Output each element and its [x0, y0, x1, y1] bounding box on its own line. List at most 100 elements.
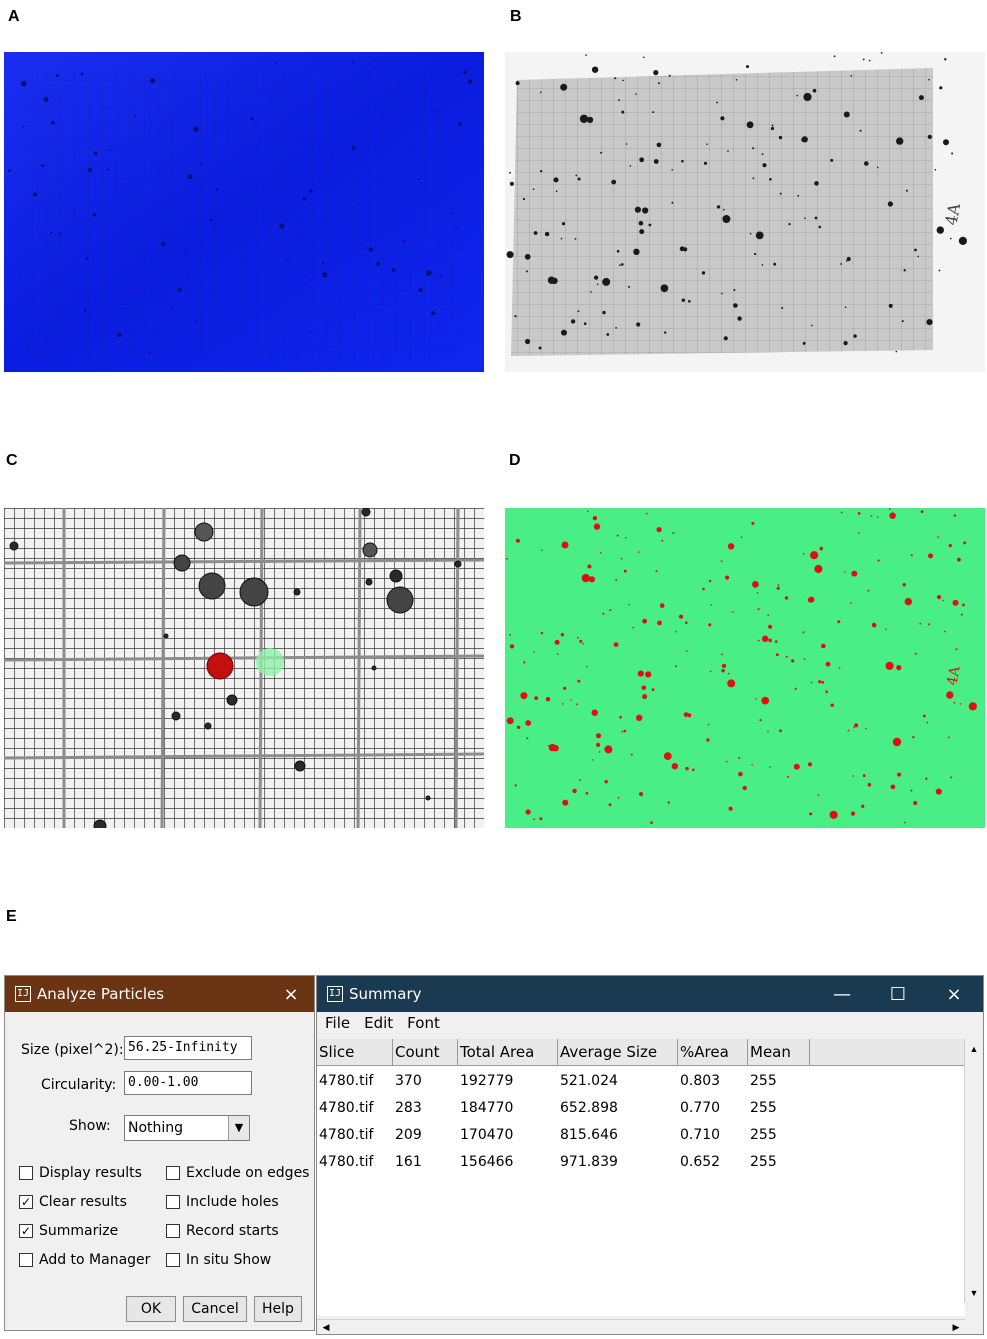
column-header[interactable]: Total Area: [458, 1039, 558, 1065]
particle-dot: [818, 225, 822, 229]
option-clear-results[interactable]: ✓ Clear results: [19, 1194, 127, 1210]
checkbox-checked[interactable]: ✓: [19, 1224, 33, 1238]
checkbox[interactable]: [166, 1253, 180, 1267]
particle-dot: [794, 687, 797, 690]
checkbox[interactable]: [19, 1166, 33, 1180]
option-exclude-on-edges[interactable]: Exclude on edges: [166, 1165, 309, 1181]
scroll-up-icon[interactable]: ▲: [969, 1044, 979, 1054]
particle-dot: [738, 771, 743, 777]
cell: 4780.tif: [319, 1100, 374, 1116]
option-label: Clear results: [39, 1194, 127, 1210]
table-row[interactable]: 4780.tif 161 156466 971.839 0.652 255: [317, 1149, 810, 1176]
particle-dot: [946, 691, 954, 699]
column-header[interactable]: Mean: [748, 1039, 810, 1065]
summary-titlebar[interactable]: IJ Summary — ☐ ×: [317, 976, 983, 1012]
option-summarize[interactable]: ✓ Summarize: [19, 1223, 118, 1239]
particle-dot: [770, 126, 774, 131]
particle-dot: [727, 679, 736, 688]
option-label: Record starts: [186, 1223, 279, 1239]
particle-dot: [784, 596, 789, 600]
scroll-down-icon[interactable]: ▼: [969, 1288, 979, 1298]
particle-dot: [532, 188, 535, 190]
circularity-input[interactable]: 0.00-1.00: [124, 1071, 252, 1095]
close-icon[interactable]: ×: [283, 983, 299, 1005]
particle-dot: [55, 74, 59, 77]
horizontal-scrollbar[interactable]: ◀ ▶: [317, 1319, 965, 1334]
maximize-icon[interactable]: ☐: [889, 983, 907, 1005]
particle-dot: [793, 763, 800, 770]
option-include-holes[interactable]: Include holes: [166, 1194, 279, 1210]
particle-dot: [579, 779, 581, 782]
particle-dot: [897, 772, 902, 777]
checkbox[interactable]: [19, 1253, 33, 1267]
help-button[interactable]: Help: [254, 1296, 302, 1322]
close-icon[interactable]: ×: [946, 983, 962, 1005]
option-record-starts[interactable]: Record starts: [166, 1223, 279, 1239]
particle-dot: [200, 162, 203, 164]
checkbox[interactable]: [166, 1195, 180, 1209]
option-label: In situ Show: [186, 1252, 272, 1268]
panel-c-svg: [4, 508, 484, 828]
particle-dot: [586, 665, 588, 668]
particle-dot: [525, 270, 528, 273]
particle-dot: [732, 611, 734, 613]
particle-dot: [840, 511, 843, 514]
particle-dot: [963, 541, 967, 545]
particle-dot: [957, 557, 961, 562]
column-header[interactable]: Average Size: [558, 1039, 678, 1065]
particle-dot: [675, 630, 677, 633]
column-header[interactable]: Slice: [317, 1039, 393, 1065]
column-header[interactable]: %Area: [678, 1039, 748, 1065]
scroll-right-icon[interactable]: ▶: [952, 1322, 960, 1332]
option-in-situ-show[interactable]: In situ Show: [166, 1252, 271, 1268]
particle-dot: [903, 269, 906, 272]
option-add-to-manager[interactable]: Add to Manager: [19, 1252, 150, 1268]
particle-dot: [910, 554, 913, 557]
analyze-titlebar[interactable]: IJ Analyze Particles ×: [5, 976, 314, 1012]
particle-dot: [616, 249, 620, 253]
checkbox[interactable]: [166, 1166, 180, 1180]
size-input[interactable]: 56.25-Infinity: [124, 1036, 252, 1060]
particle-dot: [925, 777, 928, 780]
svg-text:4A: 4A: [944, 664, 963, 686]
particle-dot: [944, 58, 947, 61]
particle-dot: [844, 306, 847, 308]
ok-button[interactable]: OK: [126, 1296, 176, 1322]
menu-file[interactable]: File: [325, 1014, 351, 1032]
checkbox-checked[interactable]: ✓: [19, 1195, 33, 1209]
particle-dot: [943, 139, 949, 146]
menu-font[interactable]: Font: [407, 1014, 440, 1032]
show-select[interactable]: Nothing ▼: [124, 1115, 250, 1141]
table-row[interactable]: 4780.tif 283 184770 652.898 0.770 255: [317, 1095, 810, 1122]
particle-dot: [509, 634, 511, 636]
chevron-down-icon[interactable]: ▼: [228, 1116, 249, 1140]
particle-dot: [8, 169, 11, 173]
particle-dot: [41, 164, 45, 168]
particle-dot: [685, 766, 689, 771]
particle-dot: [847, 729, 850, 732]
particle-dot: [620, 557, 623, 560]
particle-dot: [572, 788, 577, 794]
particle-dot: [615, 578, 618, 581]
cancel-button[interactable]: Cancel: [183, 1296, 247, 1322]
checkbox[interactable]: [166, 1224, 180, 1238]
particle-dot: [728, 806, 733, 811]
particle-dot: [645, 671, 652, 678]
option-display-results[interactable]: Display results: [19, 1165, 142, 1181]
vertical-scrollbar[interactable]: ▲ ▼: [964, 1039, 983, 1303]
column-header[interactable]: Count: [393, 1039, 458, 1065]
particle-dot: [953, 514, 957, 517]
particle-dot: [752, 581, 759, 588]
particle-dot: [646, 512, 648, 515]
scroll-left-icon[interactable]: ◀: [322, 1322, 330, 1332]
panel-b-image: 4A: [505, 52, 985, 372]
menu-edit[interactable]: Edit: [364, 1014, 394, 1032]
particle-dot: [600, 151, 603, 154]
minimize-icon[interactable]: —: [833, 983, 851, 1005]
particle-dot: [928, 78, 930, 81]
particle-dot: [514, 784, 517, 787]
particle-dot: [867, 782, 872, 787]
particle-dot: [825, 690, 828, 693]
table-row[interactable]: 4780.tif 370 192779 521.024 0.803 255: [317, 1068, 810, 1095]
table-row[interactable]: 4780.tif 209 170470 815.646 0.710 255: [317, 1122, 810, 1149]
